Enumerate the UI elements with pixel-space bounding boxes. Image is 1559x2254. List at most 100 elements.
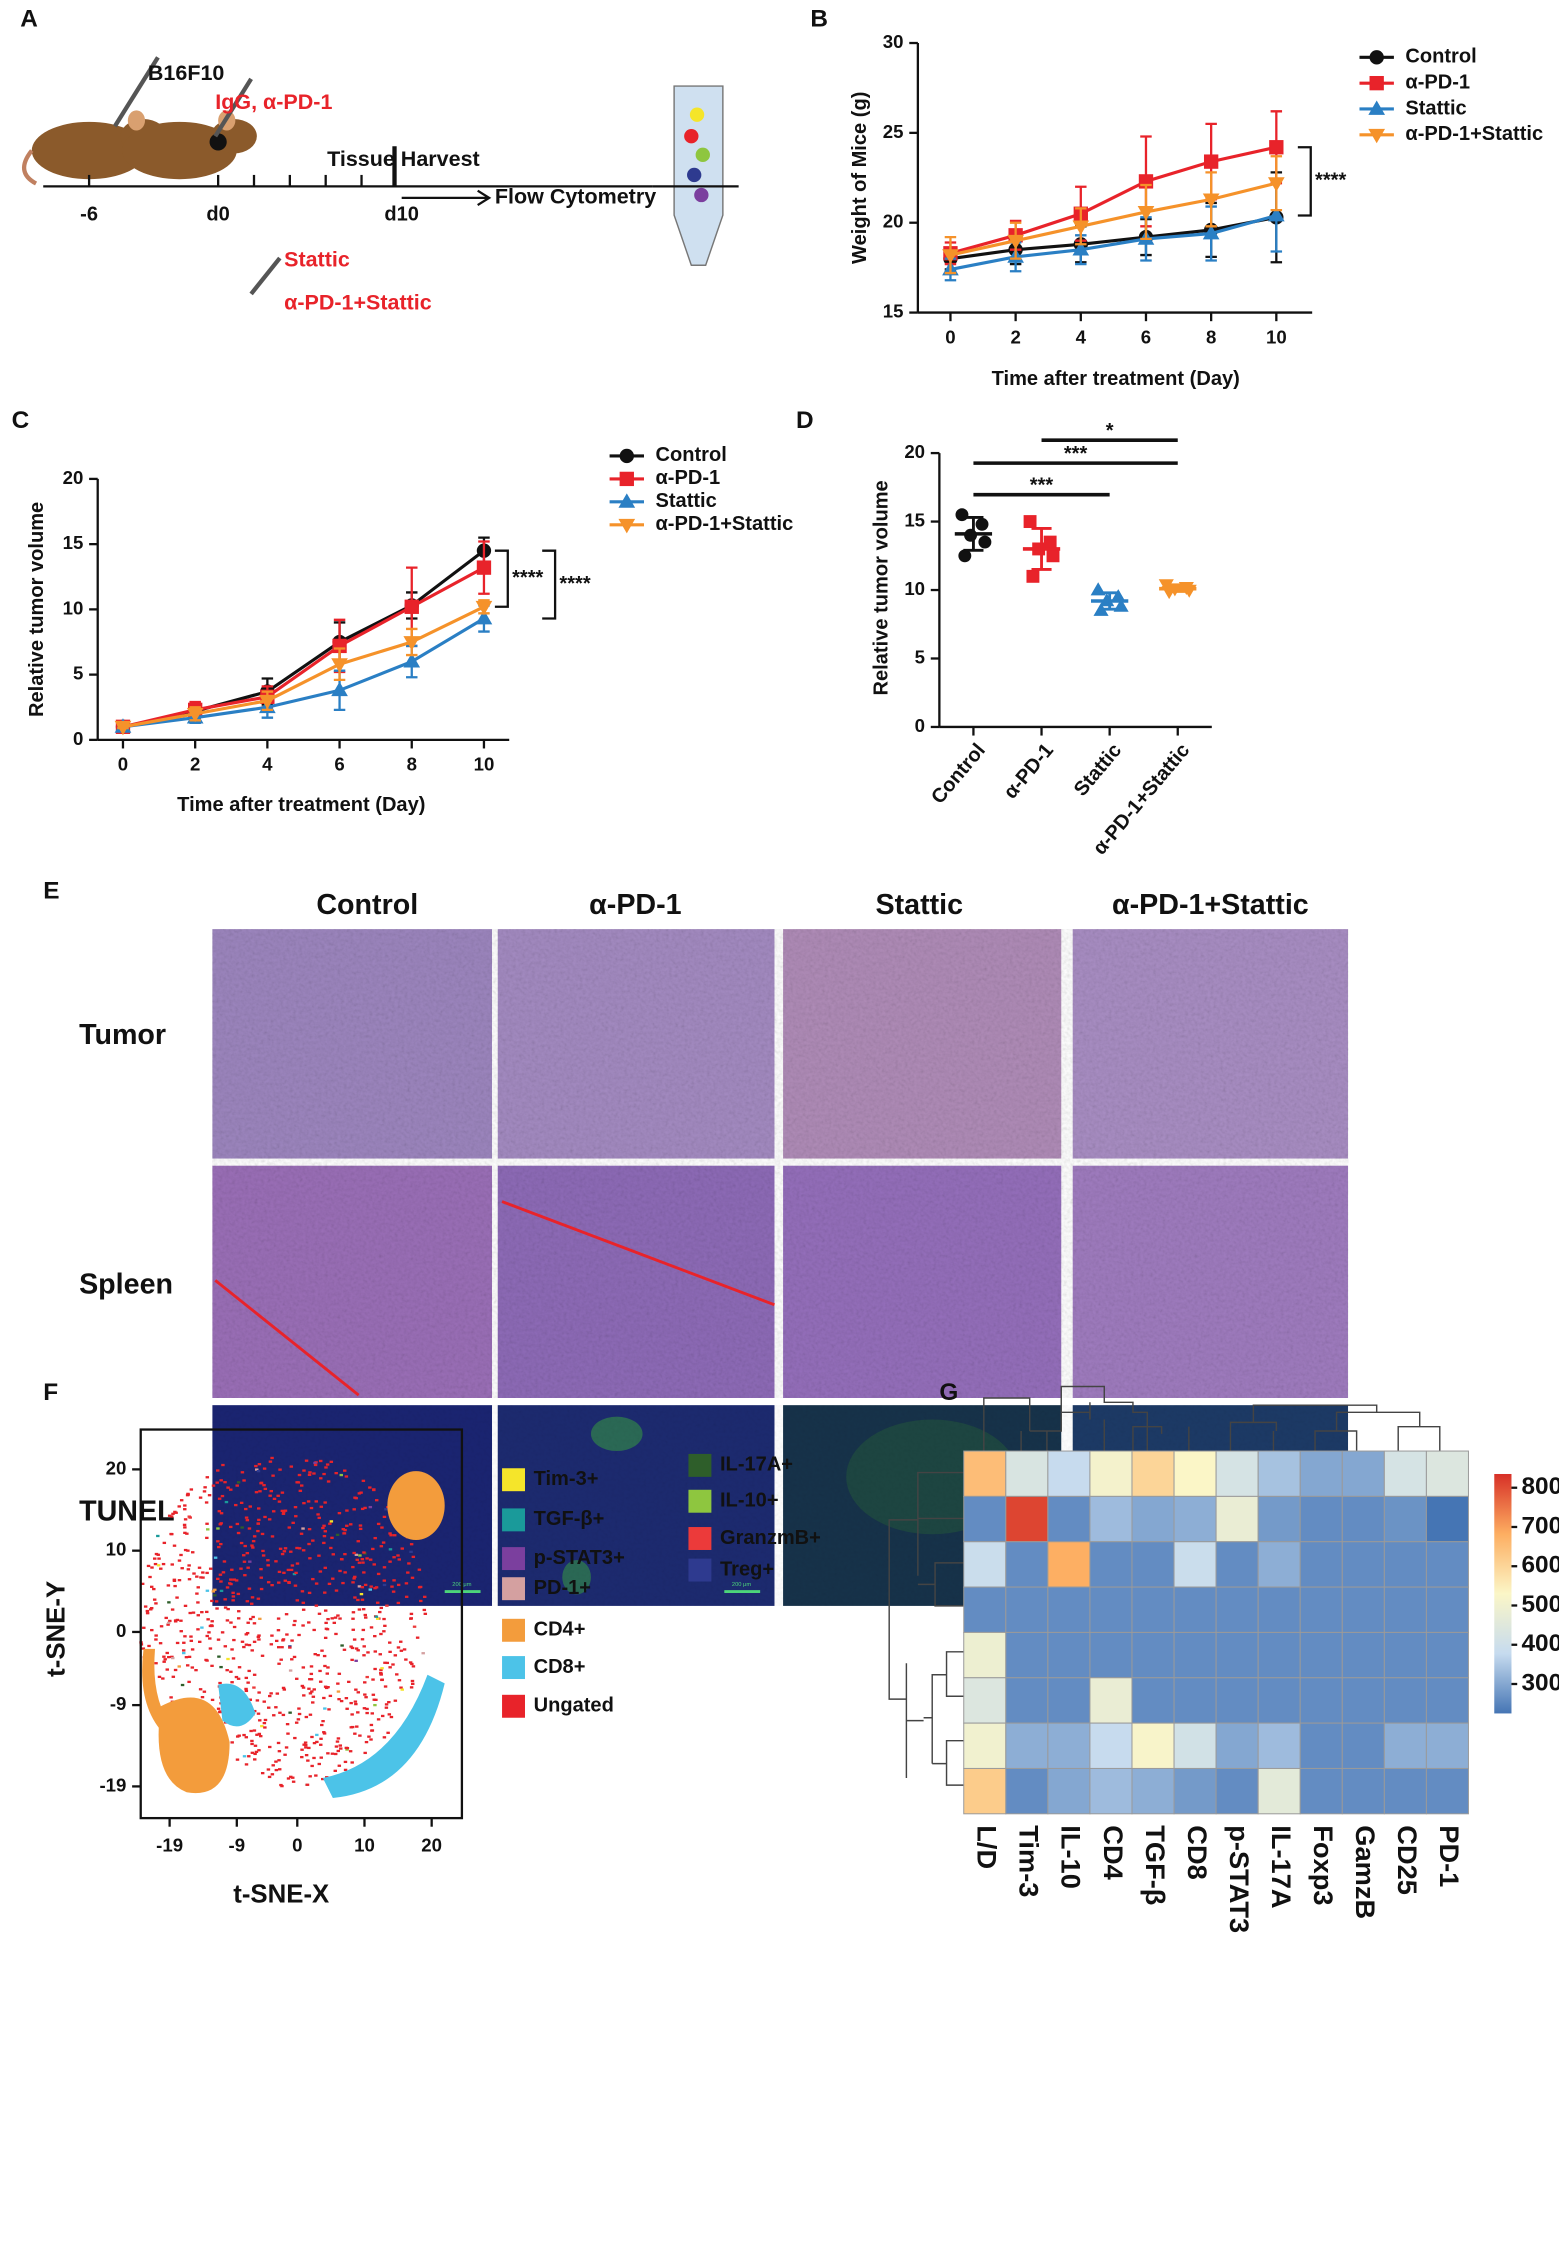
cell-dot [207,1631,211,1634]
cell-dot [281,1713,286,1717]
cell-dot [263,1515,267,1519]
cell-dot [360,1507,365,1511]
cell-dot [301,1549,306,1552]
cell-dot [349,1523,353,1526]
y-tick-label: 10 [904,578,925,599]
cell-dot [307,1621,311,1624]
y-tick-label: 0 [915,715,925,736]
cell-dot [336,1690,341,1693]
cell-dot [268,1745,272,1749]
legend-label: GranzmB+ [720,1527,821,1549]
cell-dot [375,1499,379,1502]
heatmap-cell [1131,1450,1175,1497]
y-tick-label: 0 [73,728,83,749]
cell-dot [165,1668,169,1671]
cell-dot [363,1613,368,1617]
cell-dot [322,1541,326,1545]
cell-dot [276,1629,281,1632]
cell-dot [270,1583,274,1587]
cell-dot [301,1666,306,1669]
cell-dot [335,1533,340,1536]
y-tick-label: 15 [904,509,925,530]
cell-dot [240,1526,244,1529]
cell-dot [236,1677,241,1680]
marker [1137,206,1155,221]
significance-bracket [1297,146,1312,217]
column-label: TGF-β [1140,1825,1171,1905]
heatmap-cell [1089,1450,1133,1497]
heatmap-cell [1299,1631,1343,1679]
cell-dot [345,1524,349,1527]
marker [1202,224,1220,240]
cell-dot [360,1558,365,1561]
cell-dot [319,1477,323,1480]
cell-dot [318,1459,323,1463]
marker [1023,515,1037,529]
marker [1368,128,1386,144]
cell-dot [361,1628,366,1632]
cell-dot [388,1641,392,1644]
cell-dot [244,1633,248,1636]
cell-dot [180,1683,185,1687]
cell-dot [396,1601,401,1605]
cell-dot [376,1572,381,1576]
legend-label: α-PD-1+Stattic [655,513,793,535]
cell-dot [382,1617,386,1621]
cell-dot [391,1663,395,1666]
cell-dot [360,1586,365,1589]
y-tick-label: 5 [73,663,83,684]
cell-dot [399,1640,403,1643]
cell-dot [226,1657,230,1661]
cell-dot [365,1675,369,1679]
cell-dot [244,1687,248,1691]
cell-dot [301,1608,306,1611]
legend-swatch [502,1508,525,1532]
cell-dot [157,1675,162,1679]
cell-dot [210,1698,215,1702]
cell-dot [156,1553,160,1556]
cell-dot [295,1481,299,1484]
cell-dot [324,1627,329,1630]
cell-dot [323,1685,328,1688]
cell-dot [251,1615,255,1619]
heatmap-cell [1257,1677,1301,1724]
cell-dot [343,1528,347,1532]
column-label: Foxp3 [1308,1825,1339,1905]
cell-dot [315,1733,319,1737]
cell-dot [374,1698,378,1701]
cell-dot [304,1746,308,1749]
cell-dot [169,1515,174,1518]
cell-dot [351,1611,356,1614]
panel-label: E [43,877,59,904]
cell-dot [247,1587,252,1590]
cell-dot [304,1744,308,1747]
cell-dot [248,1560,252,1563]
cell-dot [326,1617,330,1621]
marker [331,681,348,697]
cell-dot [250,1739,254,1743]
cell-dot [236,1481,241,1484]
cell-dot [375,1601,380,1604]
cell-dot [167,1655,171,1659]
cell-dot [266,1559,270,1562]
column-label: IL-10 [1056,1825,1087,1889]
cell-dot [172,1544,177,1547]
cell-dot [190,1648,195,1651]
cell-dot [163,1658,167,1661]
cell-dot [293,1584,298,1587]
cell-dot [252,1686,256,1689]
heatmap-cell [1173,1495,1217,1543]
cell-dot [187,1655,192,1658]
cell-dot [308,1775,312,1778]
cell-dot [187,1515,191,1518]
cell-dot [350,1761,354,1764]
heatmap-cell [1173,1677,1217,1724]
cell-dot [252,1673,257,1676]
significance-label: **** [512,567,543,589]
cell-dot [158,1642,163,1645]
cell-dot [404,1658,408,1661]
cell-dot [251,1540,256,1543]
cell-dot [263,1487,268,1491]
cell-dot [252,1709,257,1713]
